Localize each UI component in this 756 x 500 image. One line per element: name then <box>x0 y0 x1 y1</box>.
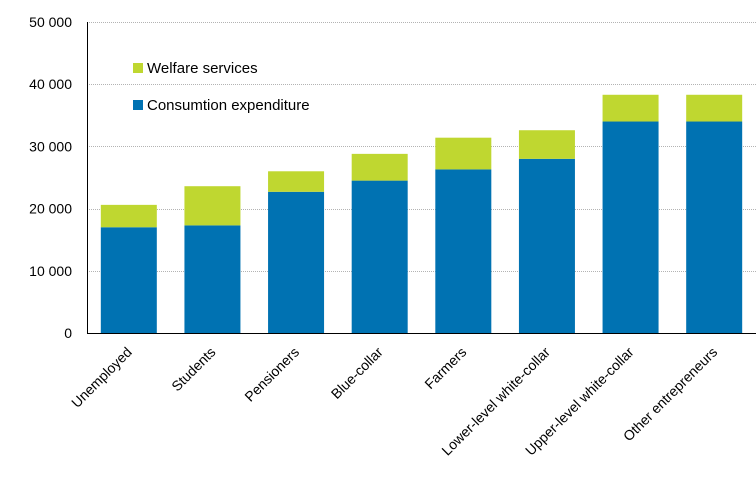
bar-segment-consumtion-expenditure <box>686 121 743 334</box>
bar-segment-consumtion-expenditure <box>268 191 325 333</box>
y-tick-label: 20 000 <box>29 201 72 217</box>
bar-segment-consumtion-expenditure <box>435 169 492 333</box>
x-tick-label: Students <box>168 344 218 394</box>
bar-segment-consumtion-expenditure <box>184 225 241 333</box>
bar-segment-consumtion-expenditure <box>602 121 659 334</box>
bar-segment-welfare-services <box>268 171 325 192</box>
bar-segment-consumtion-expenditure <box>351 180 408 333</box>
bar-segment-welfare-services <box>518 130 575 159</box>
y-tick-label: 50 000 <box>29 14 72 30</box>
legend-label: Consumtion expenditure <box>147 97 310 114</box>
bar-segment-welfare-services <box>184 186 241 226</box>
x-axis-tick-labels: Unemployed Students Pensioners Blue-collar F… <box>68 344 720 459</box>
bar-segment-consumtion-expenditure <box>518 158 575 333</box>
axes <box>87 22 756 334</box>
legend-swatch <box>133 100 143 110</box>
legend-swatch <box>133 63 143 73</box>
x-tick-label: Unemployed <box>68 344 135 411</box>
bar-segment-welfare-services <box>686 94 743 122</box>
x-tick-label: Farmers <box>421 344 469 392</box>
bar-segment-welfare-services <box>602 94 659 122</box>
legend-label: Welfare services <box>147 60 258 77</box>
y-tick-label: 40 000 <box>29 76 72 92</box>
bar-segment-welfare-services <box>351 153 408 181</box>
bar-segment-consumtion-expenditure <box>100 227 157 333</box>
x-tick-label: Pensioners <box>241 344 302 405</box>
y-axis-tick-labels: 0 10 000 20 000 30 000 40 000 50 000 <box>29 14 72 341</box>
x-tick-label: Blue-collar <box>328 344 386 402</box>
y-tick-label: 30 000 <box>29 138 72 154</box>
bar-segment-welfare-services <box>435 137 492 170</box>
bars <box>100 94 743 334</box>
y-tick-label: 0 <box>64 325 72 341</box>
legend: Welfare services Consumtion expenditure <box>133 60 310 114</box>
x-tick-label: Other entrepreneurs <box>620 344 720 444</box>
y-tick-label: 10 000 <box>29 263 72 279</box>
grid-lines <box>87 22 756 272</box>
bar-segment-welfare-services <box>100 204 157 228</box>
